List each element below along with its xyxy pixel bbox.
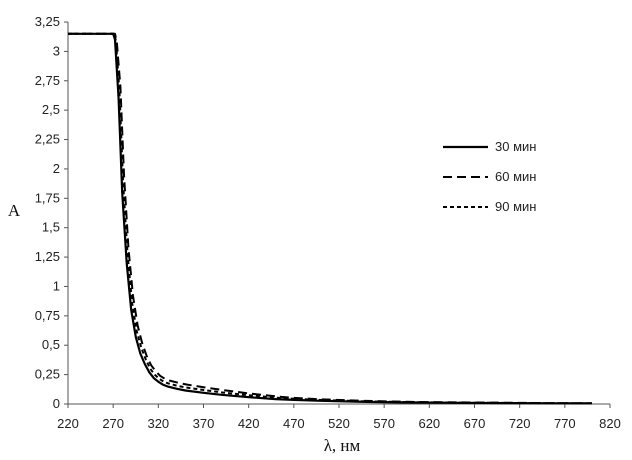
y-tick-label: 2	[53, 161, 60, 176]
y-tick-label: 1,25	[35, 249, 60, 264]
x-tick-label: 620	[418, 416, 440, 431]
x-tick-label: 770	[554, 416, 576, 431]
y-tick-label: 0,75	[35, 308, 60, 323]
x-tick-label: 820	[599, 416, 621, 431]
y-tick-label: 1	[53, 278, 60, 293]
x-tick-label: 320	[147, 416, 169, 431]
y-tick-label: 0,5	[42, 337, 60, 352]
series-line-1	[68, 32, 592, 405]
x-tick-label: 570	[373, 416, 395, 431]
y-tick-label: 0	[53, 396, 60, 411]
legend-label-3: 90 мин	[495, 199, 536, 214]
y-tick-label: 2,5	[42, 102, 60, 117]
x-tick-label: 670	[464, 416, 486, 431]
x-tick-label: 520	[328, 416, 350, 431]
x-axis-label: λ, нм	[324, 436, 361, 455]
x-tick-label: 420	[238, 416, 260, 431]
y-tick-label: 3,25	[35, 14, 60, 29]
y-tick-label: 1,75	[35, 190, 60, 205]
x-tick-label: 220	[57, 416, 79, 431]
x-tick-label: 720	[509, 416, 531, 431]
y-tick-label: 0,25	[35, 367, 60, 382]
legend-label-1: 30 мин	[495, 139, 536, 154]
y-tick-label: 1,5	[42, 220, 60, 235]
y-tick-label: 2,75	[35, 73, 60, 88]
legend-label-2: 60 мин	[495, 169, 536, 184]
series-line-2	[68, 32, 592, 405]
y-axis-label: A	[8, 201, 21, 220]
series-line-3	[68, 32, 592, 405]
x-tick-label: 370	[193, 416, 215, 431]
x-tick-label: 270	[102, 416, 124, 431]
y-tick-label: 2,25	[35, 132, 60, 147]
x-tick-label: 470	[283, 416, 305, 431]
y-tick-label: 3	[53, 43, 60, 58]
